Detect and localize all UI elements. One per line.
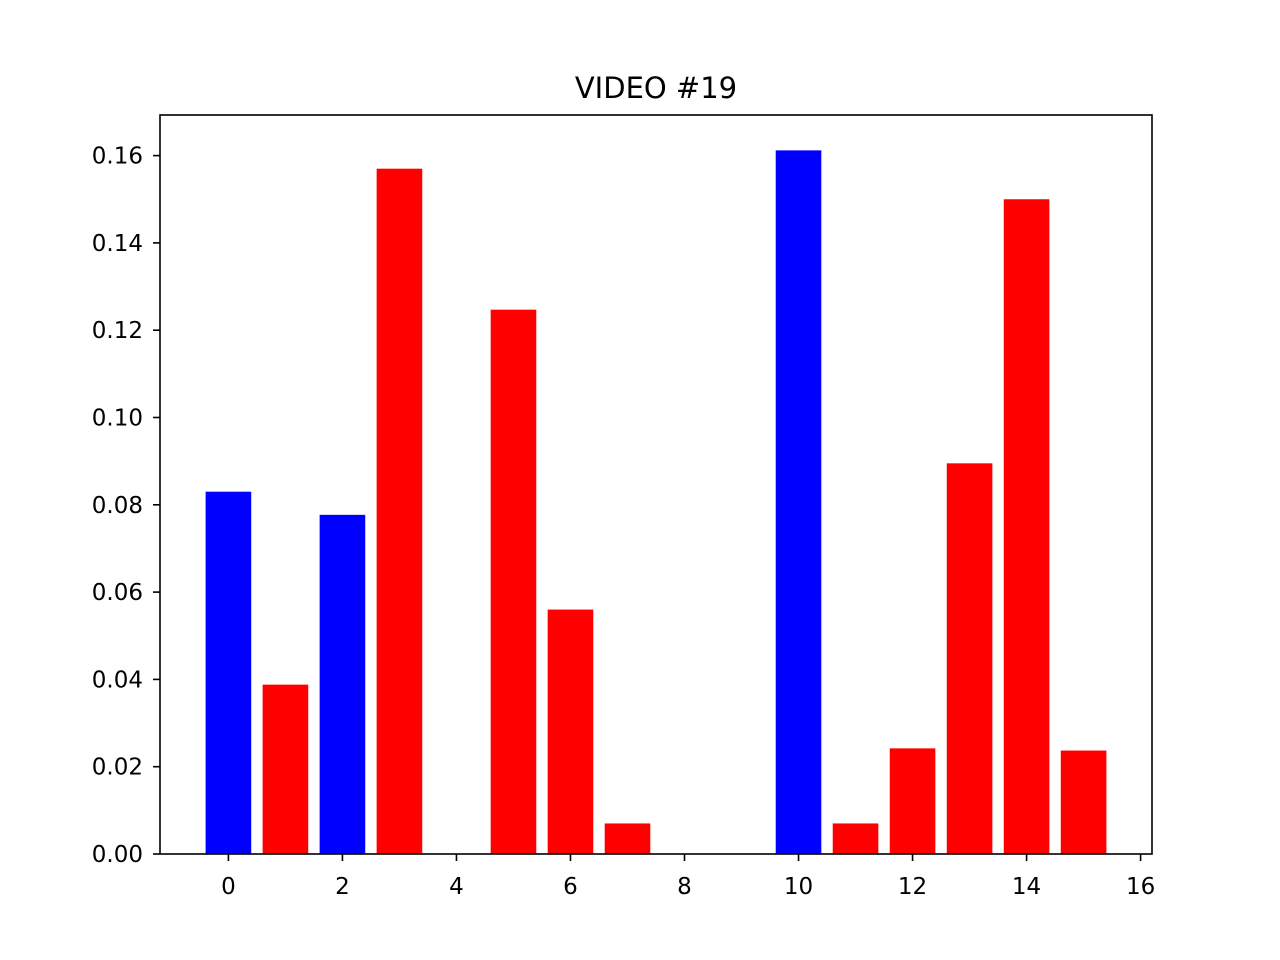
bar xyxy=(319,514,366,854)
bar xyxy=(1060,750,1107,854)
y-tick-label: 0.06 xyxy=(92,580,143,606)
x-tick-label: 0 xyxy=(221,874,236,900)
x-tick-label: 8 xyxy=(677,874,692,900)
x-axis: 0 2 4 6 8 10 12 14 16 xyxy=(221,854,1155,900)
y-tick-label: 0.04 xyxy=(92,667,143,693)
bar xyxy=(946,463,993,854)
y-tick-label: 0.02 xyxy=(92,755,143,781)
bar xyxy=(832,823,879,854)
chart-title: VIDEO #19 xyxy=(575,71,737,105)
x-tick-label: 12 xyxy=(898,874,927,900)
x-tick-label: 4 xyxy=(449,874,464,900)
x-tick-label: 14 xyxy=(1012,874,1041,900)
bar xyxy=(1003,199,1050,854)
y-tick-label: 0.12 xyxy=(92,318,143,344)
x-tick-label: 10 xyxy=(784,874,813,900)
bar-series xyxy=(205,150,1107,855)
y-tick-label: 0.00 xyxy=(92,842,143,868)
bar xyxy=(775,150,822,855)
bar xyxy=(547,609,594,854)
x-tick-label: 2 xyxy=(335,874,350,900)
x-tick-label: 6 xyxy=(563,874,578,900)
bar xyxy=(376,168,423,854)
y-axis: 0.00 0.02 0.04 0.06 0.08 0.10 0.12 0.14 0.16 xyxy=(92,144,160,868)
bar xyxy=(490,309,537,854)
y-tick-label: 0.14 xyxy=(92,231,143,257)
bar xyxy=(205,491,252,854)
bar xyxy=(604,823,651,854)
y-tick-label: 0.16 xyxy=(92,144,143,170)
plot-frame xyxy=(159,114,1153,855)
y-tick-label: 0.10 xyxy=(92,405,143,431)
bar xyxy=(889,748,936,854)
bar xyxy=(262,684,309,854)
y-tick-label: 0.08 xyxy=(92,493,143,519)
x-tick-label: 16 xyxy=(1126,874,1155,900)
